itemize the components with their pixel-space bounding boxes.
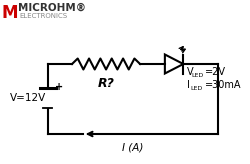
Text: LED: LED bbox=[192, 73, 204, 78]
Text: R?: R? bbox=[98, 77, 114, 90]
Text: I: I bbox=[187, 80, 190, 90]
Text: I (A): I (A) bbox=[122, 142, 144, 152]
Text: ELECTRONICS: ELECTRONICS bbox=[20, 13, 68, 19]
Text: =2V: =2V bbox=[206, 67, 227, 77]
Text: =30mA: =30mA bbox=[205, 80, 242, 90]
Text: M: M bbox=[1, 3, 18, 21]
Text: V=12V: V=12V bbox=[10, 93, 46, 103]
Text: V: V bbox=[187, 67, 193, 77]
Text: +: + bbox=[55, 82, 63, 92]
Text: MICROHM®: MICROHM® bbox=[18, 2, 86, 12]
Text: LED: LED bbox=[190, 86, 203, 91]
